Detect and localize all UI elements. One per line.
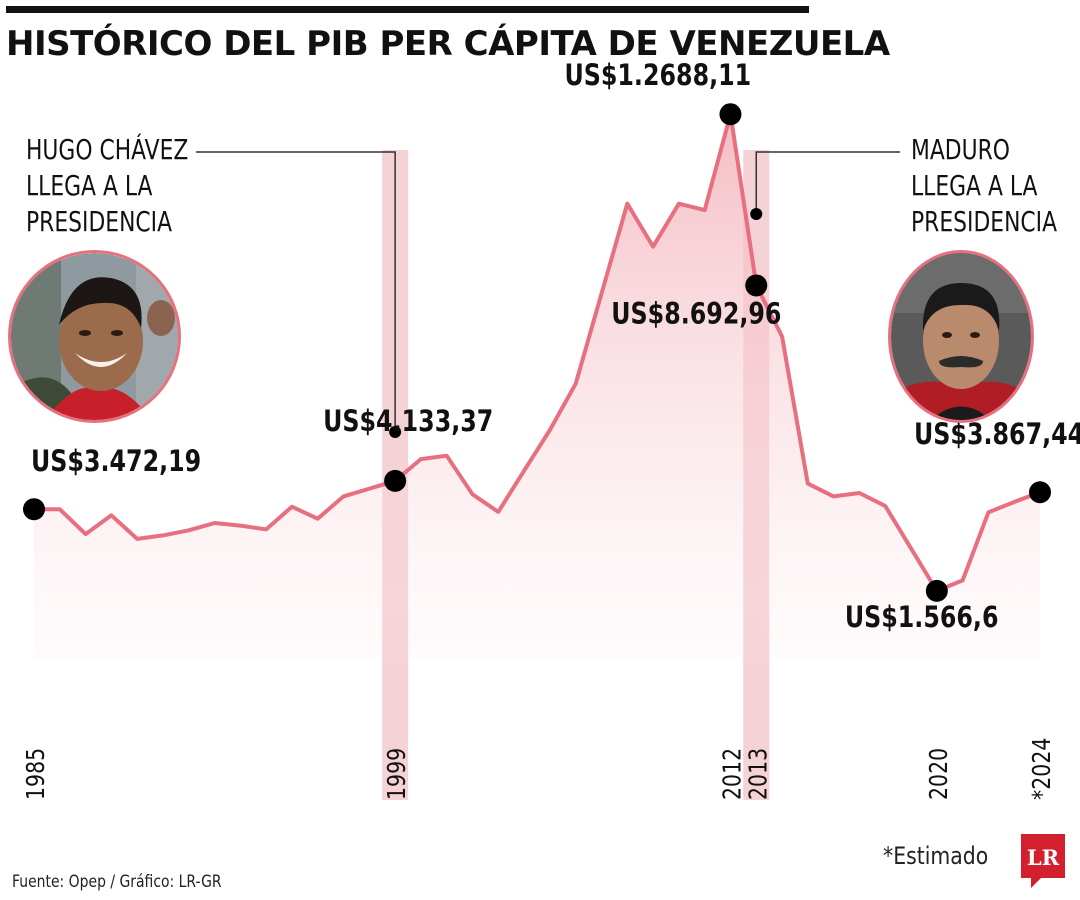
data-point-2012 xyxy=(719,103,742,126)
data-label-2013: US$8.692,96 xyxy=(611,297,781,331)
data-label-1999: US$4.133,37 xyxy=(323,405,493,439)
series-line xyxy=(33,112,1041,593)
maduro-annotation-line-3: PRESIDENCIA xyxy=(911,205,1058,238)
data-point-2020 xyxy=(925,579,948,602)
maduro-photo xyxy=(888,250,1034,423)
lr-logo: LR xyxy=(1021,834,1065,888)
data-point-2013 xyxy=(745,274,768,297)
x-tick-label-2013: 2013 xyxy=(744,748,772,800)
data-point-1999 xyxy=(384,469,407,492)
footnote-estimated: *Estimado xyxy=(883,842,989,870)
top-rule xyxy=(6,6,809,13)
x-tick-label-2012: 2012 xyxy=(719,748,747,800)
chavez-leader-line xyxy=(196,151,396,432)
chavez-annotation-line-3: PRESIDENCIA xyxy=(26,205,173,238)
maduro-leader-dot xyxy=(750,208,763,220)
data-point-1985 xyxy=(23,498,45,521)
series-area xyxy=(34,114,1040,658)
x-tick-label-2020: 2020 xyxy=(925,748,953,800)
chavez-annotation: HUGO CHÁVEZ LLEGA A LA PRESIDENCIA xyxy=(26,132,188,240)
chavez-annotation-line-2: LLEGA A LA xyxy=(26,169,153,202)
data-label-2020: US$1.566,6 xyxy=(845,601,999,635)
chavez-photo xyxy=(8,250,181,423)
chavez-leader-dot xyxy=(389,426,402,438)
data-label-1985: US$3.472,19 xyxy=(31,445,201,479)
chavez-annotation-line-1: HUGO CHÁVEZ xyxy=(26,133,189,166)
chavez-portrait-image xyxy=(11,253,178,420)
maduro-annotation-line-2: LLEGA A LA xyxy=(911,169,1038,202)
x-tick-label-1985: 1985 xyxy=(22,748,50,800)
x-tick-label-1999: 1999 xyxy=(383,748,411,800)
maduro-annotation: MADURO LLEGA A LA PRESIDENCIA xyxy=(911,132,1057,240)
maduro-annotation-line-1: MADURO xyxy=(911,133,1010,166)
chart-title: HISTÓRICO DEL PIB PER CÁPITA DE VENEZUEL… xyxy=(6,24,890,64)
source-note: Fuente: Opep / Gráfico: LR-GR xyxy=(12,872,222,892)
x-tick-label-est-2024: *2024 xyxy=(1028,738,1056,800)
lr-logo-text: LR xyxy=(1027,845,1060,870)
data-label-2012: US$1.2688,11 xyxy=(564,59,751,93)
data-label-2024: US$3.867,44 xyxy=(914,418,1080,452)
data-point-2024 xyxy=(1029,481,1051,504)
maduro-leader-line xyxy=(755,151,900,214)
maduro-portrait-image xyxy=(891,253,1031,420)
